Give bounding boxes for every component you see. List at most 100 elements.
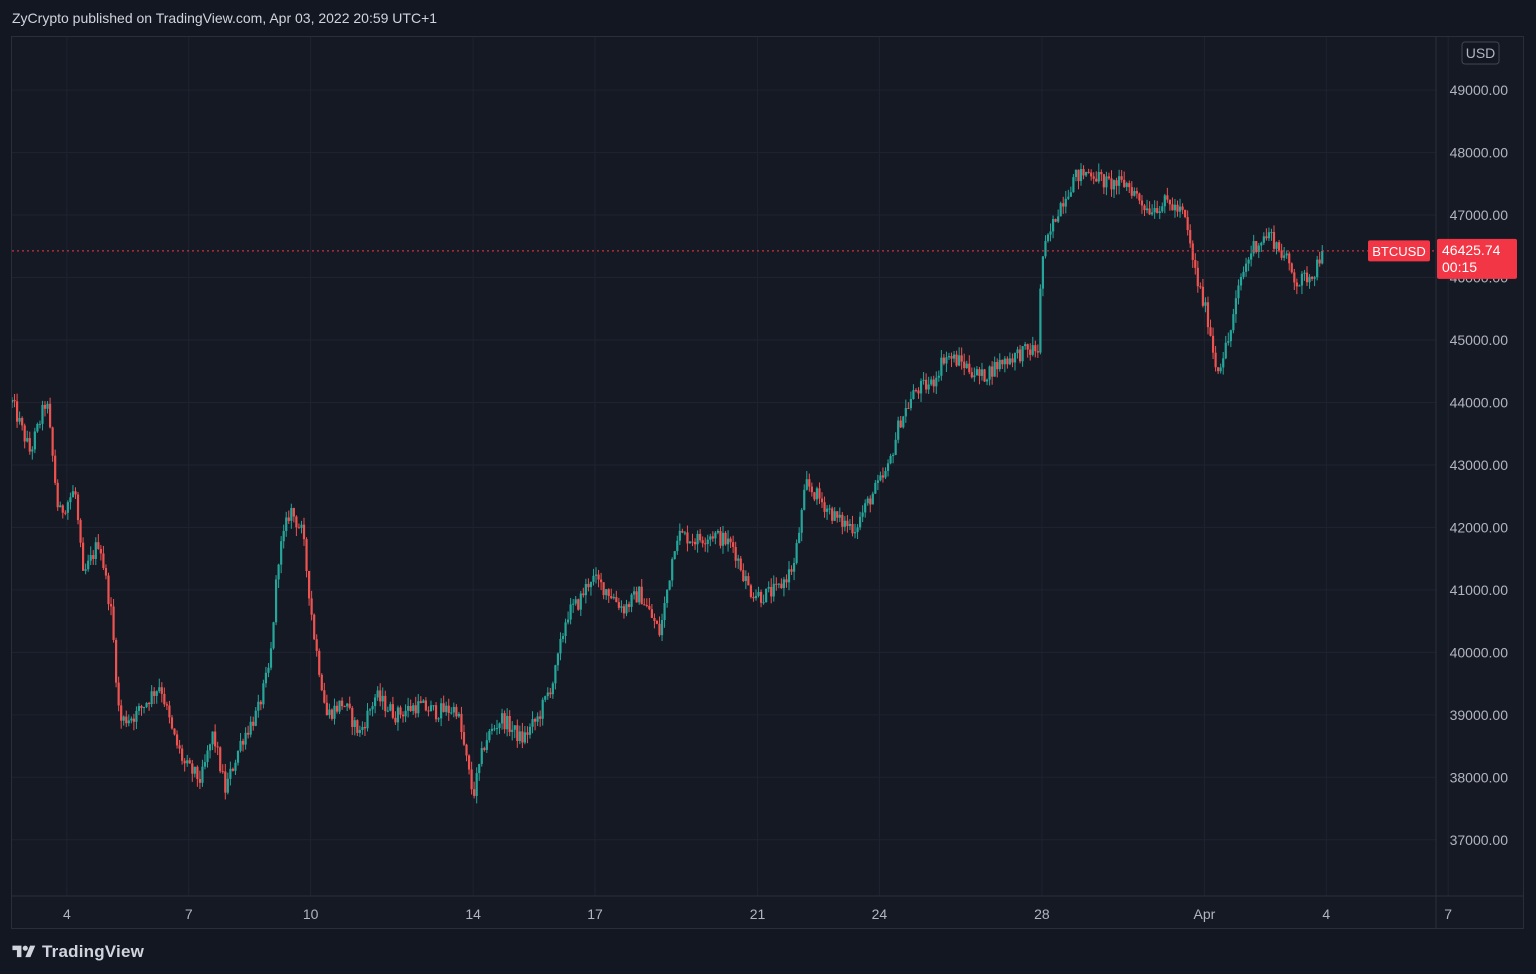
candle bbox=[511, 721, 514, 741]
candle bbox=[1059, 201, 1062, 217]
candle bbox=[978, 366, 981, 385]
candle bbox=[1186, 210, 1189, 236]
candle-body bbox=[328, 709, 331, 716]
candle-body bbox=[1054, 219, 1057, 222]
candle-body bbox=[495, 728, 499, 730]
candle bbox=[602, 582, 605, 600]
candle bbox=[785, 574, 788, 588]
candle-body bbox=[206, 750, 209, 763]
candle-body bbox=[546, 692, 549, 697]
chart-canvas[interactable]: 49000.0048000.0047000.0046000.0045000.00… bbox=[12, 37, 1523, 928]
candle bbox=[112, 598, 115, 643]
candle-body bbox=[366, 710, 369, 729]
price-chart[interactable]: 49000.0048000.0047000.0046000.0045000.00… bbox=[11, 36, 1524, 929]
candle-body bbox=[955, 354, 958, 366]
candle-body bbox=[785, 579, 788, 583]
candle-body bbox=[660, 620, 664, 636]
candle bbox=[686, 525, 689, 552]
candle-body bbox=[99, 548, 102, 554]
candle bbox=[879, 471, 882, 482]
candle bbox=[1087, 168, 1090, 174]
candle-body bbox=[1077, 169, 1080, 182]
candle-body bbox=[1303, 272, 1306, 274]
candle bbox=[401, 711, 405, 723]
candle bbox=[630, 593, 633, 613]
candle-body bbox=[846, 520, 849, 527]
candle-body bbox=[600, 579, 603, 583]
candle-body bbox=[310, 598, 313, 615]
candle-body bbox=[493, 728, 496, 730]
price-axis[interactable]: 49000.0048000.0047000.0046000.0045000.00… bbox=[1450, 82, 1509, 848]
candle bbox=[1031, 336, 1034, 357]
candle bbox=[790, 565, 793, 575]
candle-body bbox=[175, 734, 179, 746]
candle-body bbox=[539, 716, 542, 719]
candle bbox=[711, 531, 714, 542]
candle bbox=[97, 534, 100, 550]
candle-body bbox=[1194, 259, 1197, 268]
candle bbox=[1305, 266, 1309, 287]
currency-label[interactable]: USD bbox=[1461, 41, 1500, 65]
candle-body bbox=[770, 586, 773, 597]
candle bbox=[914, 388, 918, 393]
candle-body bbox=[1283, 255, 1286, 258]
candle bbox=[886, 459, 890, 477]
candle-body bbox=[737, 558, 740, 561]
candle bbox=[1041, 256, 1045, 297]
candle-body bbox=[239, 740, 242, 751]
candle bbox=[41, 400, 44, 431]
candle bbox=[1156, 200, 1159, 214]
candle-body bbox=[117, 682, 120, 706]
candle-body bbox=[1201, 286, 1204, 306]
candle bbox=[925, 373, 928, 394]
candle-body bbox=[241, 740, 245, 745]
candle bbox=[203, 754, 207, 770]
candle bbox=[612, 593, 615, 600]
candle bbox=[638, 586, 641, 605]
candle bbox=[1082, 165, 1085, 180]
candle-body bbox=[627, 604, 631, 607]
time-axis[interactable]: 4 7 10 14 17 21 24 28 Apr 4 7 bbox=[63, 906, 1452, 922]
candle bbox=[1303, 269, 1306, 281]
candle bbox=[1313, 275, 1316, 287]
candle bbox=[445, 701, 448, 716]
candle-body bbox=[1217, 367, 1220, 372]
candle bbox=[262, 679, 265, 709]
candle bbox=[625, 599, 628, 617]
candle-body bbox=[432, 705, 435, 707]
candle bbox=[396, 705, 400, 731]
candle bbox=[643, 598, 646, 606]
candle-body bbox=[1092, 176, 1095, 179]
candle-body bbox=[249, 721, 252, 735]
candle bbox=[996, 358, 999, 378]
candle bbox=[985, 378, 989, 386]
y-tick-label: 44000.00 bbox=[1450, 394, 1509, 410]
candle-body bbox=[696, 533, 699, 545]
candle-body bbox=[980, 369, 984, 376]
candle bbox=[1194, 253, 1197, 275]
candle bbox=[348, 696, 351, 710]
candle-body bbox=[307, 571, 311, 599]
candle bbox=[1242, 266, 1245, 280]
candle-body bbox=[1242, 271, 1245, 277]
candle bbox=[556, 652, 560, 671]
candle-body bbox=[15, 401, 19, 422]
candle bbox=[607, 588, 610, 604]
candle-body bbox=[536, 716, 539, 722]
candle-body bbox=[1166, 195, 1169, 200]
candle-body bbox=[1036, 351, 1039, 353]
candle bbox=[1189, 224, 1192, 248]
tradingview-logo[interactable]: TradingView bbox=[12, 942, 144, 962]
candle-body bbox=[460, 713, 463, 733]
candle bbox=[533, 717, 537, 731]
candle-body bbox=[1196, 267, 1199, 287]
candle-body bbox=[1199, 286, 1202, 288]
candle bbox=[935, 371, 938, 395]
candle bbox=[71, 485, 75, 498]
candle bbox=[549, 687, 552, 699]
candle-body bbox=[386, 710, 389, 712]
candle-body bbox=[43, 404, 47, 409]
candle bbox=[600, 572, 603, 591]
candle bbox=[973, 367, 976, 382]
candle-body bbox=[325, 702, 328, 716]
